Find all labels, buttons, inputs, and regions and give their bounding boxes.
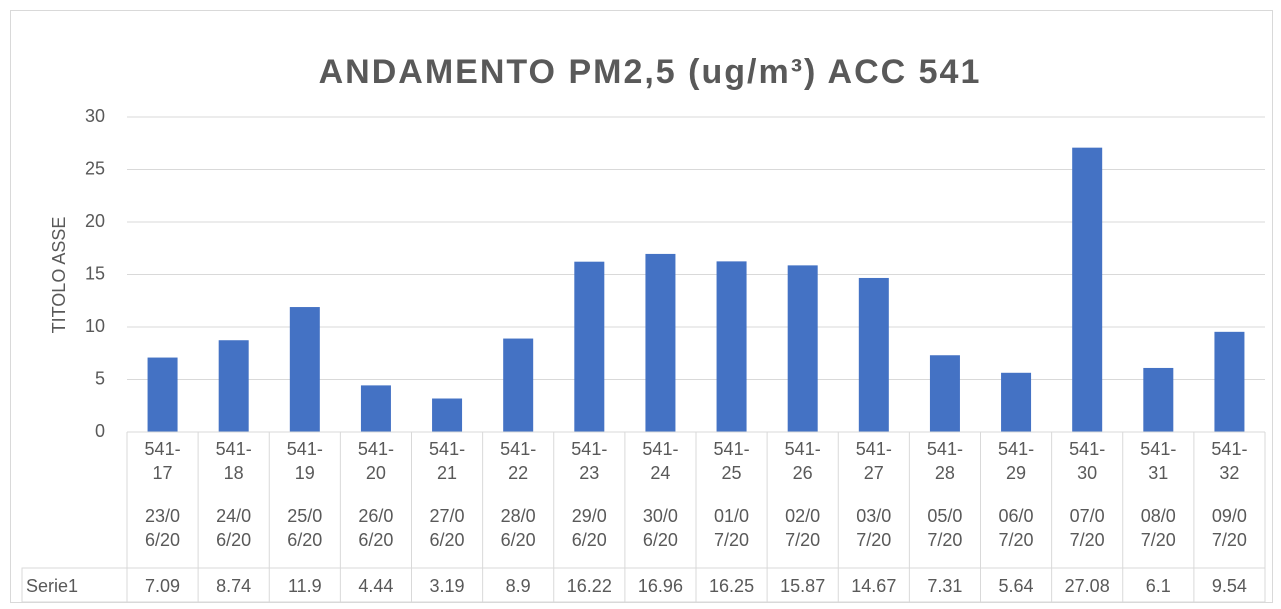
x-category-label: 541-24 [642, 439, 679, 483]
bar [503, 338, 534, 432]
bar [218, 340, 249, 432]
x-category-label: 541-27 [855, 439, 892, 483]
x-date-label: 08/07/20 [1140, 506, 1176, 550]
bar [289, 307, 320, 432]
x-category-label: 541-26 [784, 439, 821, 483]
data-table-value: 5.64 [998, 576, 1034, 596]
bar [1214, 331, 1245, 432]
data-table-value: 16.96 [637, 576, 683, 596]
x-date-label: 30/06/20 [642, 506, 678, 550]
x-date-label: 24/06/20 [216, 506, 252, 550]
x-date-label: 25/06/20 [287, 506, 323, 550]
y-axis-label: TITOLO ASSE [49, 217, 69, 334]
bar [716, 261, 747, 432]
bar [929, 355, 960, 432]
x-category-label: 541-28 [926, 439, 963, 483]
x-date-label: 07/07/20 [1069, 506, 1105, 550]
data-table-value: 27.08 [1064, 576, 1110, 596]
x-date-label: 01/07/20 [714, 506, 750, 550]
x-category-label: 541-17 [144, 439, 181, 483]
x-date-label: 02/07/20 [785, 506, 821, 550]
bar [1072, 147, 1103, 432]
x-category-label: 541-18 [215, 439, 252, 483]
chart-title: ANDAMENTO PM2,5 (ug/m³) ACC 541 [319, 53, 982, 91]
data-table-value: 15.87 [780, 576, 826, 596]
y-tick-label: 15 [85, 263, 105, 283]
x-date-label: 05/07/20 [927, 506, 963, 550]
data-table-value: 8.9 [505, 576, 531, 596]
data-table-value: 11.9 [287, 576, 322, 596]
data-table-value: 3.19 [429, 576, 465, 596]
x-category-label: 541-21 [429, 439, 466, 483]
y-tick-label: 25 [85, 158, 105, 178]
x-date-label: 28/06/20 [500, 506, 536, 550]
data-table-value: 7.09 [145, 576, 181, 596]
y-tick-label: 20 [85, 211, 105, 231]
bar [858, 277, 889, 432]
data-table-value: 9.54 [1211, 576, 1247, 596]
x-date-label: 06/07/20 [998, 506, 1034, 550]
x-category-label: 541-32 [1211, 439, 1248, 483]
x-date-label: 26/06/20 [358, 506, 394, 550]
data-table-value: 6.1 [1145, 576, 1171, 596]
x-category-label: 541-23 [571, 439, 608, 483]
x-date-label: 27/06/20 [429, 506, 465, 550]
x-date-label: 23/06/20 [145, 506, 181, 550]
x-category-label: 541-31 [1140, 439, 1177, 483]
y-tick-label: 0 [95, 421, 105, 441]
data-table-value: 16.25 [709, 576, 755, 596]
data-table-value: 4.44 [358, 576, 394, 596]
x-category-label: 541-20 [357, 439, 394, 483]
x-category-label: 541-30 [1069, 439, 1106, 483]
x-category-label: 541-19 [286, 439, 323, 483]
bar [787, 265, 818, 432]
chart-frame [10, 10, 1273, 603]
x-category-label: 541-22 [500, 439, 537, 483]
bar [1001, 372, 1032, 432]
x-category-label: 541-25 [713, 439, 750, 483]
y-tick-label: 30 [85, 106, 105, 126]
data-table-value: 16.22 [566, 576, 612, 596]
x-date-label: 09/07/20 [1211, 506, 1247, 550]
x-date-label: 03/07/20 [856, 506, 892, 550]
data-table-value: 7.31 [927, 576, 963, 596]
data-table-value: 14.67 [851, 576, 897, 596]
bar [432, 398, 463, 432]
bar [147, 357, 178, 432]
y-tick-label: 10 [85, 316, 105, 336]
bar [645, 253, 676, 432]
bar [574, 261, 605, 432]
x-date-label: 29/06/20 [571, 506, 607, 550]
y-tick-label: 5 [95, 368, 105, 388]
bar [1143, 367, 1174, 432]
series-name: Serie1 [26, 576, 79, 596]
bar [360, 385, 391, 432]
table-row-frame [21, 567, 1266, 603]
data-table-value: 8.74 [216, 576, 252, 596]
x-category-label: 541-29 [998, 439, 1035, 483]
